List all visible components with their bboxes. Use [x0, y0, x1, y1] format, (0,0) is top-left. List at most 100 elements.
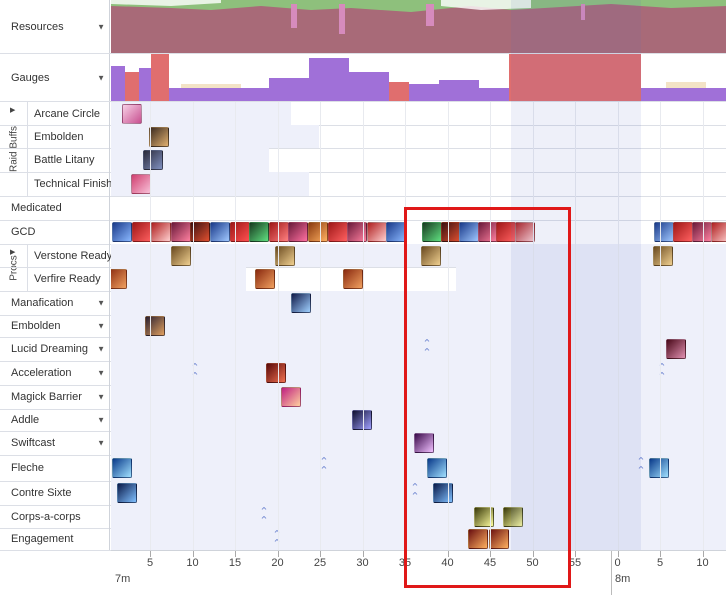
row-label-gcd[interactable]: GCD — [0, 220, 110, 244]
row-label-text: Verfire Ready — [34, 273, 101, 285]
verstone-ready-1-icon[interactable] — [171, 245, 191, 266]
row-label-corps-a-corps[interactable]: Corps-a-corps — [0, 505, 110, 528]
fleche-2-icon[interactable] — [427, 458, 447, 478]
axis-tick-line — [702, 551, 704, 557]
lane-shade — [111, 505, 726, 528]
dropdown-caret-icon[interactable]: ▼ — [97, 438, 105, 448]
engagement-2-icon[interactable] — [489, 529, 509, 549]
cast-marker-icon: ⌃⌃ — [422, 338, 432, 359]
row-label-embolden-buff[interactable]: Embolden — [28, 125, 110, 148]
row-label-magick-barrier[interactable]: Magick Barrier ▼ — [0, 385, 110, 409]
fleche-3-icon[interactable] — [649, 458, 669, 478]
gcd-spell-19-icon[interactable] — [477, 222, 498, 242]
row-label-embolden[interactable]: Embolden ▼ — [0, 315, 110, 337]
verstone-ready-3-icon[interactable] — [421, 245, 441, 266]
gauges-graph — [111, 54, 726, 101]
lucid-dreaming-icon[interactable] — [666, 339, 686, 359]
verfire-ready-1-icon[interactable] — [111, 269, 127, 289]
gauges-dropdown-caret-icon[interactable]: ▼ — [97, 73, 105, 82]
manafication-icon[interactable] — [291, 293, 311, 313]
row-label-addle[interactable]: Addle ▼ — [0, 409, 110, 431]
gcd-spell-6-icon[interactable] — [210, 222, 230, 242]
dropdown-caret-icon[interactable]: ▼ — [97, 321, 105, 331]
raid-buffs-group-label[interactable]: ▶ Raid Buffs — [0, 102, 28, 196]
gcd-spell-21-icon[interactable] — [514, 222, 535, 242]
gcd-spell-2-icon[interactable] — [131, 222, 152, 242]
dropdown-caret-icon[interactable]: ▼ — [97, 298, 105, 308]
row-label-medicated[interactable]: Medicated — [0, 196, 110, 220]
gcd-spell-1-icon[interactable] — [112, 222, 132, 242]
axis-tick-label: 5 — [146, 557, 154, 569]
gcd-spell-12-icon[interactable] — [327, 222, 348, 242]
gauge-bar — [389, 82, 409, 101]
expand-triangle-icon[interactable]: ▶ — [10, 107, 16, 114]
lane-shade — [111, 315, 726, 337]
axis-tick-line — [617, 551, 619, 557]
row-label-acceleration[interactable]: Acceleration ▼ — [0, 361, 110, 385]
swiftcast-icon[interactable] — [414, 433, 434, 453]
row-label-contre-sixte[interactable]: Contre Sixte — [0, 481, 110, 505]
gcd-spell-13-icon[interactable] — [347, 222, 368, 242]
gcd-spell-15-icon[interactable] — [386, 222, 407, 242]
axis-tick-label: 0 — [614, 557, 621, 569]
verstone-ready-4-icon[interactable] — [653, 245, 673, 266]
gcd-spell-22-icon[interactable] — [654, 222, 674, 242]
row-label-engagement[interactable]: Engagement — [0, 528, 110, 550]
acceleration-icon[interactable] — [266, 363, 286, 383]
gcd-spell-3-icon[interactable] — [151, 222, 172, 242]
gcd-spell-16-icon[interactable] — [422, 222, 442, 242]
gcd-spell-8-icon[interactable] — [249, 222, 270, 242]
dropdown-caret-icon[interactable]: ▼ — [97, 415, 105, 425]
dropdown-caret-icon[interactable]: ▼ — [97, 392, 105, 402]
verfire-ready-3-icon[interactable] — [343, 269, 363, 289]
row-label-text: Addle — [11, 414, 40, 426]
verstone-ready-2-icon[interactable] — [275, 245, 295, 266]
battle-litany-icon[interactable] — [143, 150, 163, 170]
lane-acceleration: ⌃ ⌃ ⌃ ⌃ — [111, 361, 726, 385]
gcd-spell-10-icon[interactable] — [288, 222, 309, 242]
row-label-technical-finish[interactable]: Technical Finish — [28, 172, 112, 196]
embolden-icon[interactable] — [145, 316, 165, 336]
resources-row-label[interactable]: Resources ▼ — [0, 0, 110, 53]
row-label-manafication[interactable]: Manafication ▼ — [0, 291, 110, 315]
gcd-spell-25-icon[interactable] — [711, 222, 726, 242]
lane-shade — [111, 528, 726, 550]
row-label-verstone-ready[interactable]: Verstone Ready — [28, 244, 112, 267]
gcd-spell-23-icon[interactable] — [673, 222, 693, 242]
gcd-spell-7-icon[interactable] — [229, 222, 250, 242]
corps-a-corps-icon[interactable] — [474, 506, 494, 527]
technical-finish-icon[interactable] — [131, 174, 151, 194]
gcd-spell-11-icon[interactable] — [308, 222, 328, 242]
dropdown-caret-icon[interactable]: ▼ — [97, 344, 105, 354]
addle-icon[interactable] — [352, 410, 372, 430]
axis-tick-label: 10 — [696, 557, 709, 569]
verfire-ready-2-icon[interactable] — [255, 269, 275, 289]
engagement-icon[interactable] — [468, 529, 488, 549]
row-label-verfire-ready[interactable]: Verfire Ready — [28, 267, 110, 291]
magick-barrier-icon[interactable] — [281, 387, 301, 407]
gcd-spell-20-icon[interactable] — [496, 222, 516, 242]
gcd-spell-14-icon[interactable] — [366, 222, 387, 242]
row-label-arcane-circle[interactable]: Arcane Circle — [28, 102, 110, 125]
contre-sixte-icon[interactable] — [117, 483, 137, 503]
fleche-icon[interactable] — [112, 458, 132, 478]
row-label-battle-litany[interactable]: Battle Litany — [28, 148, 110, 172]
corps-a-corps-2-icon[interactable] — [503, 506, 523, 527]
contre-sixte-2-icon[interactable] — [433, 483, 453, 503]
gcd-spell-17-icon[interactable] — [440, 222, 461, 242]
gcd-spell-5-icon[interactable] — [190, 222, 211, 242]
gauges-row-label[interactable]: Gauges ▼ — [0, 54, 110, 101]
axis-tick-line — [447, 551, 449, 557]
arcane-circle-icon[interactable] — [122, 103, 142, 124]
gcd-spell-4-icon[interactable] — [170, 222, 191, 242]
gcd-spell-9-icon[interactable] — [268, 222, 289, 242]
row-label-fleche[interactable]: Fleche — [0, 455, 110, 481]
expand-triangle-icon[interactable]: ▶ — [10, 249, 16, 256]
row-label-swiftcast[interactable]: Swiftcast ▼ — [0, 431, 110, 455]
embolden-buff-icon[interactable] — [149, 126, 169, 147]
gcd-spell-18-icon[interactable] — [459, 222, 479, 242]
axis-tick-label: 45 — [483, 557, 497, 569]
dropdown-caret-icon[interactable]: ▼ — [97, 368, 105, 378]
row-label-lucid-dreaming[interactable]: Lucid Dreaming ▼ — [0, 337, 110, 361]
resources-dropdown-caret-icon[interactable]: ▼ — [97, 22, 105, 31]
